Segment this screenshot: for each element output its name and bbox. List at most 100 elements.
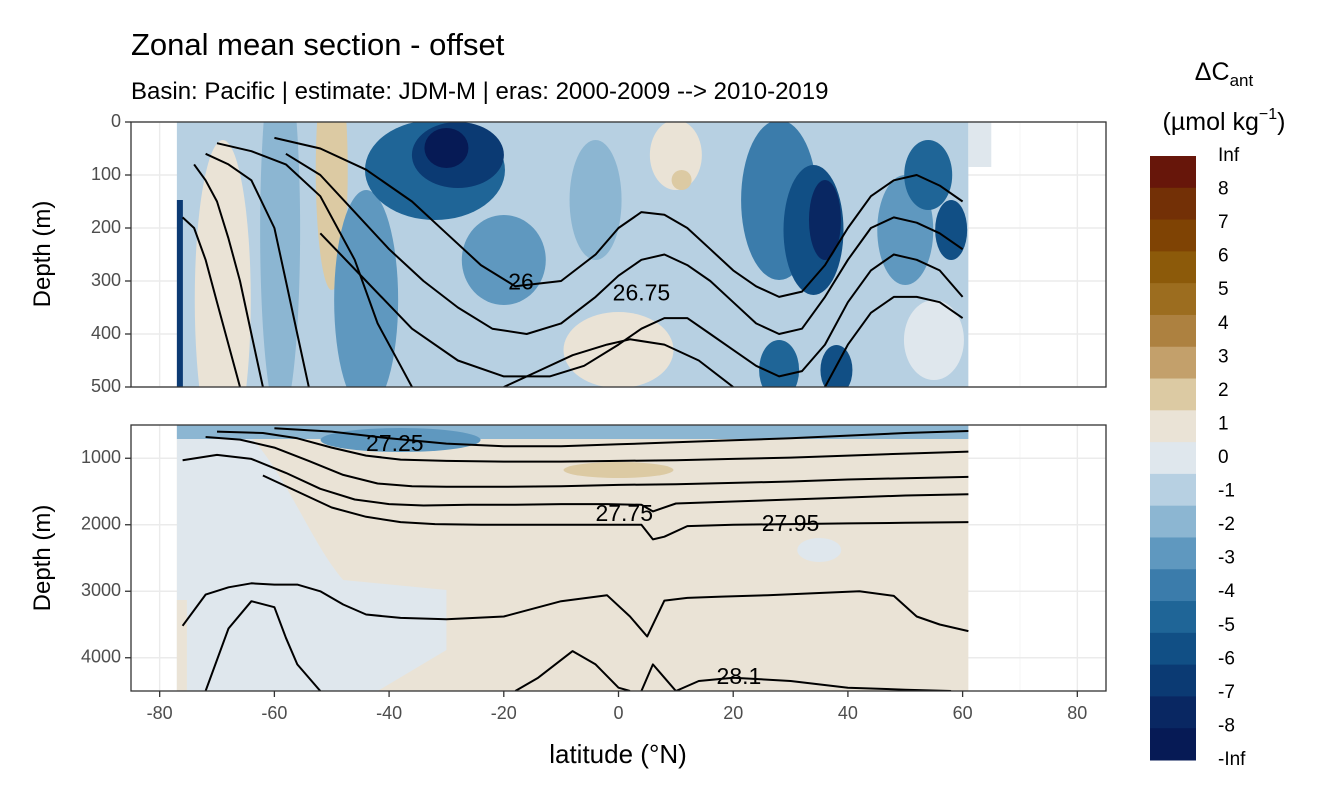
panel-lower-y-label: Depth (m) <box>29 505 56 612</box>
colorbar-bin <box>1150 632 1196 666</box>
fill-patch <box>569 140 622 260</box>
fill-patch <box>176 200 183 387</box>
fill-patch <box>649 122 702 190</box>
colorbar-bin <box>1150 219 1196 252</box>
fill-patch <box>903 300 964 380</box>
fill-patch <box>797 538 842 562</box>
colorbar-bin <box>1150 314 1196 348</box>
isopycnal-line <box>216 142 413 387</box>
isopycnal-line <box>204 600 322 691</box>
colorbar-bin <box>1150 283 1196 316</box>
colorbar-units: (µmol kg−1) <box>1163 106 1286 136</box>
x-tick-label: 20 <box>723 703 743 723</box>
colorbar-bin <box>1150 187 1196 221</box>
colorbar-bin <box>1150 505 1196 538</box>
colorbar-bin <box>1150 442 1196 475</box>
colorbar-bin <box>1150 473 1196 507</box>
fill-patch <box>176 425 447 691</box>
isopycnal-line <box>181 582 969 638</box>
contour-label: 27.25 <box>366 430 424 456</box>
chart-subtitle: Basin: Pacific | estimate: JDM-M | eras:… <box>131 78 828 105</box>
x-tick-label: -80 <box>147 703 173 723</box>
fill-patch <box>671 170 692 190</box>
y-tick-label: 1000 <box>81 447 121 467</box>
panel-upper-contour-labels: 26 26.75 <box>508 269 670 306</box>
panel-lower-isopycnals <box>181 427 969 691</box>
y-tick-label: 500 <box>91 376 121 396</box>
isopycnal-line <box>514 650 631 691</box>
chart-title: Zonal mean section - offset <box>131 27 505 62</box>
isopycnal-line <box>205 436 969 488</box>
y-tick-label: 300 <box>91 270 121 290</box>
colorbar-label: -4 <box>1218 581 1235 602</box>
colorbar: ΔCant (µmol kg−1) Inf 8 7 6 5 4 3 2 1 0 -1 -2 -3 -4 -5… <box>1150 58 1285 770</box>
x-tick-label: 60 <box>953 703 973 723</box>
colorbar-bin <box>1150 410 1196 443</box>
fill-patch <box>176 425 969 439</box>
colorbar-label: 5 <box>1218 279 1229 300</box>
y-tick-label: 400 <box>91 323 121 343</box>
colorbar-label: -6 <box>1218 648 1235 669</box>
colorbar-labels: Inf 8 7 6 5 4 3 2 1 0 -1 -2 -3 -4 -5 -6 -7 -8 -Inf <box>1218 145 1246 770</box>
colorbar-bin <box>1150 664 1196 697</box>
colorbar-label: 2 <box>1218 380 1229 401</box>
fill-patch <box>759 340 800 387</box>
colorbar-label: 7 <box>1218 212 1229 233</box>
colorbar-label: 6 <box>1218 246 1229 267</box>
isopycnal-line <box>274 427 969 448</box>
colorbar-label: -2 <box>1218 514 1235 535</box>
colorbar-bin <box>1150 537 1196 570</box>
colorbar-label: -Inf <box>1218 749 1246 770</box>
panel-upper-y-axis: 0 100 200 300 400 500 <box>91 111 131 396</box>
y-tick-label: 100 <box>91 164 121 184</box>
colorbar-bin <box>1150 696 1196 729</box>
fill-patch <box>176 600 187 691</box>
fill-patch <box>808 180 841 260</box>
isopycnal-line <box>640 663 952 691</box>
colorbar-bin <box>1150 569 1196 602</box>
isopycnal-line <box>182 453 969 513</box>
panel-upper-border <box>130 121 1107 388</box>
fill-patch <box>563 462 674 478</box>
y-tick-label: 3000 <box>81 580 121 600</box>
fill-patch <box>424 128 469 168</box>
isopycnal-line <box>205 152 310 387</box>
colorbar-label: -8 <box>1218 715 1235 736</box>
panel-upper-y-label: Depth (m) <box>29 201 56 308</box>
fill-patch <box>563 312 674 387</box>
isopycnal-line <box>193 163 264 387</box>
panel-lower: 27.25 27.75 27.95 28.1 1000 2000 3000 4000 Dep… <box>29 424 1107 692</box>
colorbar-label: -3 <box>1218 548 1235 569</box>
fill-patch <box>935 200 968 260</box>
contour-label: 26.75 <box>613 279 671 305</box>
contour-label: 27.95 <box>762 510 820 536</box>
fill-patch <box>334 190 399 387</box>
isopycnal-line <box>262 474 969 541</box>
y-tick-label: 200 <box>91 217 121 237</box>
x-tick-label: -40 <box>376 703 402 723</box>
panel-lower-y-axis: 1000 2000 3000 4000 <box>81 447 131 667</box>
isopycnal-line <box>319 232 964 378</box>
colorbar-label: -7 <box>1218 682 1235 703</box>
isopycnal-line <box>503 338 734 387</box>
contour-label: 27.75 <box>595 500 653 526</box>
colorbar-label: 1 <box>1218 413 1229 434</box>
colorbar-label: 3 <box>1218 346 1229 367</box>
colorbar-bin <box>1150 601 1196 634</box>
x-tick-label: 40 <box>838 703 858 723</box>
x-tick-label: 0 <box>613 703 623 723</box>
panel-upper: 26 26.75 0 100 200 300 400 500 Depth (m) <box>29 111 1107 396</box>
fill-patch <box>904 140 953 210</box>
x-tick-label: 80 <box>1067 703 1087 723</box>
colorbar-label: 4 <box>1218 313 1229 334</box>
contour-label: 26 <box>508 269 534 295</box>
fill-patch <box>461 215 546 305</box>
colorbar-bin <box>1150 156 1196 189</box>
colorbar-bins <box>1150 156 1196 761</box>
y-tick-label: 4000 <box>81 647 121 667</box>
panel-lower-contour-labels: 27.25 27.75 27.95 28.1 <box>366 430 819 689</box>
colorbar-label: 8 <box>1218 179 1229 200</box>
fill-patch <box>968 122 992 167</box>
panel-upper-isopycnals <box>181 136 964 387</box>
